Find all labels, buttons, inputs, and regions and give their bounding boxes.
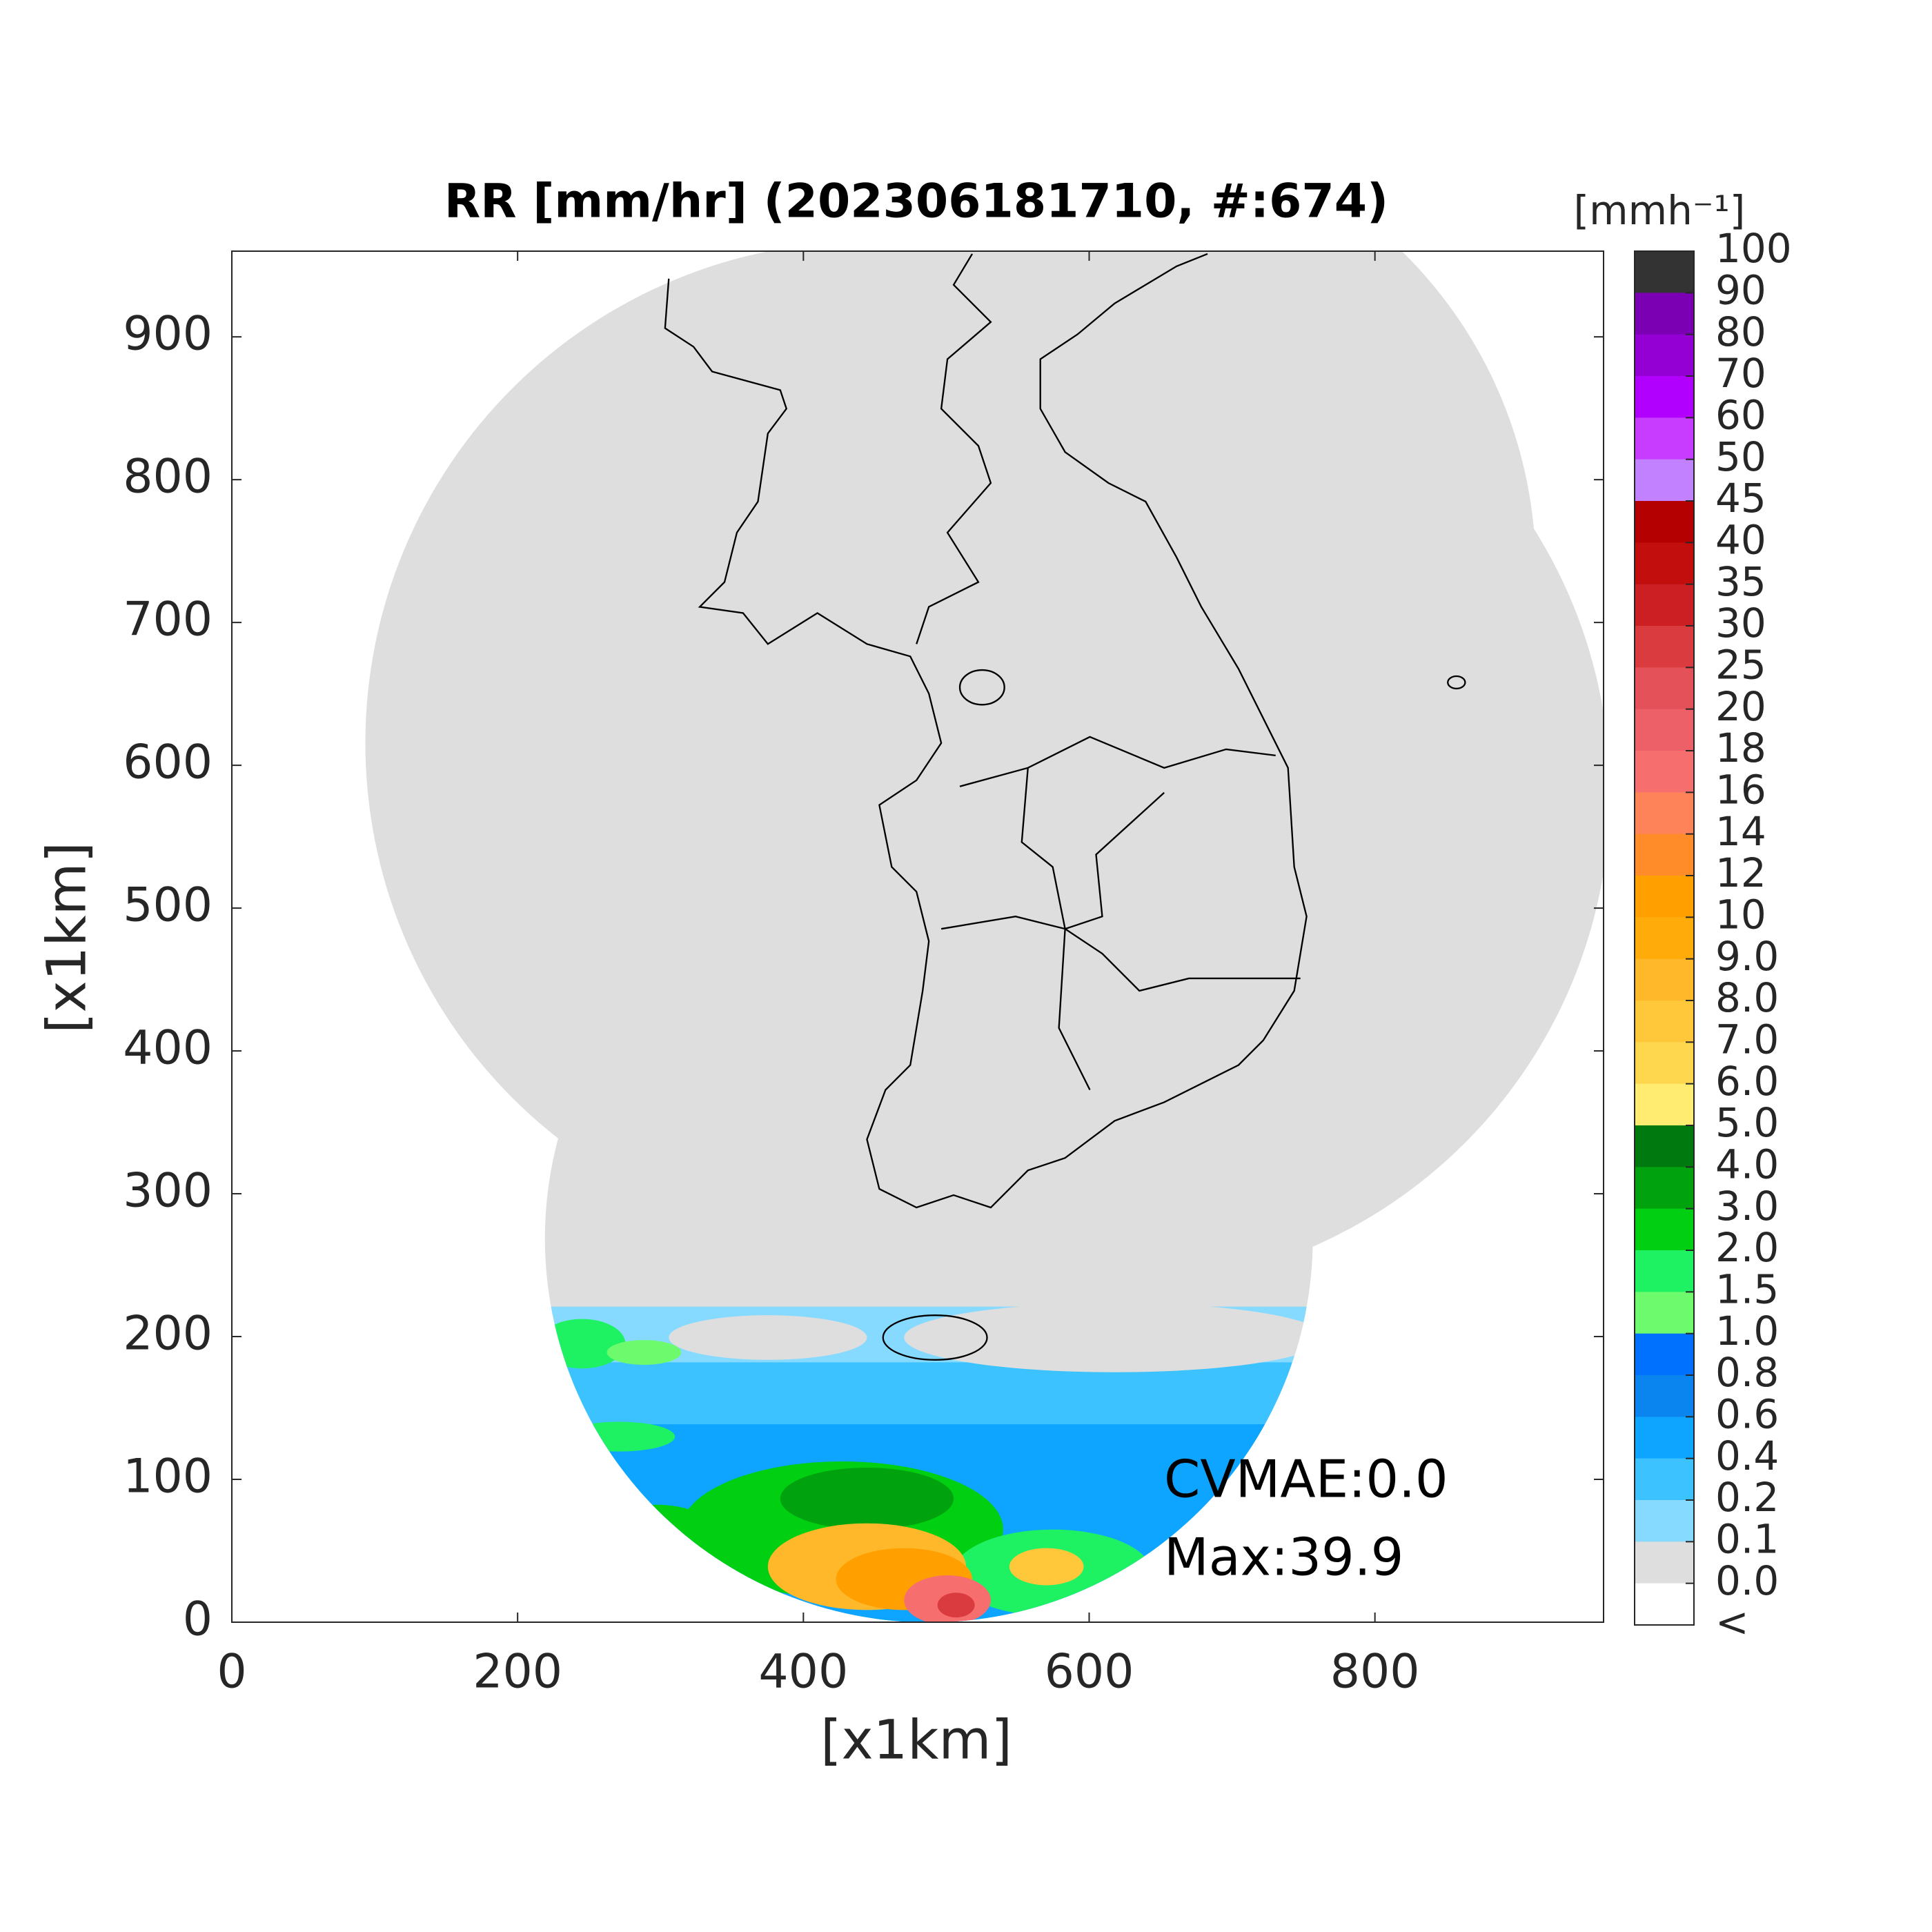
colorbar-segment (1635, 501, 1694, 543)
colorbar-tick-label: 0.1 (1715, 1515, 1779, 1562)
colorbar-segment (1635, 334, 1694, 377)
y-tick-label: 100 (123, 1450, 213, 1504)
colorbar-tick-label: 90 (1715, 266, 1766, 313)
colorbar-tick-label: 10 (1715, 891, 1766, 938)
colorbar-segment (1635, 542, 1694, 585)
axes-layer (231, 250, 1604, 1623)
x-tick-label: 800 (1330, 1645, 1420, 1699)
colorbar-segment (1635, 1458, 1694, 1501)
y-tick-label: 700 (123, 593, 213, 647)
colorbar-tick-label: 70 (1715, 350, 1766, 397)
colorbar-tick-label: 30 (1715, 600, 1766, 647)
colorbar-label: [mmh⁻¹] (1574, 187, 1746, 234)
y-tick-label: 400 (123, 1021, 213, 1076)
map-layer (365, 251, 1604, 1623)
colorbar-segment (1635, 1292, 1694, 1334)
colorbar-segment (1635, 958, 1694, 1001)
colorbar-segment (1635, 293, 1694, 335)
x-axis-label: [x1km] (820, 1709, 1012, 1771)
x-tick-label: 600 (1045, 1645, 1134, 1699)
y-tick-label: 500 (123, 878, 213, 933)
colorbar-tick-label: 50 (1715, 433, 1766, 480)
y-tick-label: 0 (183, 1593, 213, 1647)
colorbar-tick-label: 1.0 (1715, 1308, 1779, 1354)
colorbar-under-label: < (1715, 1599, 1749, 1646)
colorbar-tick-label: 3.0 (1715, 1183, 1779, 1230)
colorbar-tick-label: 0.0 (1715, 1557, 1779, 1604)
colorbar-tick-label: 16 (1715, 766, 1766, 813)
x-tick-label: 400 (758, 1645, 848, 1699)
colorbar-tick-label: 1.5 (1715, 1265, 1779, 1312)
colorbar-segment (1635, 1250, 1694, 1292)
colorbar-segment (1635, 917, 1694, 960)
colorbar-segment (1635, 834, 1694, 876)
y-tick-label: 600 (123, 736, 213, 790)
colorbar-tick-label: 20 (1715, 683, 1766, 730)
colorbar-segment (1635, 1167, 1694, 1210)
colorbar-tick-label: 0.2 (1715, 1474, 1779, 1521)
colorbar-tick-label: 4.0 (1715, 1141, 1779, 1187)
colorbar-tick-label: 18 (1715, 724, 1766, 771)
colorbar-segment (1635, 751, 1694, 793)
coastline (664, 253, 1466, 1361)
colorbar-segment (1635, 1375, 1694, 1417)
colorbar-segment (1635, 1208, 1694, 1251)
colorbar-frame (1634, 250, 1695, 1626)
colorbar-tick-label: 0.4 (1715, 1432, 1779, 1479)
colorbar-segment (1635, 376, 1694, 418)
annotation: CVMAE:0.0 (1164, 1449, 1448, 1510)
colorbar-tick-label: 80 (1715, 308, 1766, 355)
colorbar-tick-label: 6.0 (1715, 1058, 1779, 1105)
colorbar-segment (1635, 792, 1694, 835)
colorbar-tick-label: 2.0 (1715, 1224, 1779, 1271)
colorbar-segment (1635, 1333, 1694, 1376)
colorbar-segment (1635, 667, 1694, 710)
colorbar-tick-label: 12 (1715, 849, 1766, 896)
colorbar-tick-label: 8.0 (1715, 974, 1779, 1021)
colorbar-segment (1635, 417, 1694, 460)
colorbar-segment (1635, 1042, 1694, 1085)
colorbar-segment (1635, 876, 1694, 918)
colorbar-tick-label: 60 (1715, 391, 1766, 438)
colorbar-segment (1635, 459, 1694, 502)
colorbar-segment (1635, 1417, 1694, 1459)
colorbar-tick-label: 14 (1715, 808, 1766, 855)
y-tick-label: 800 (123, 450, 213, 504)
colorbar-tick-label: 35 (1715, 558, 1766, 605)
y-tick-label: 900 (123, 307, 213, 362)
annotation: Max:39.9 (1164, 1527, 1403, 1588)
x-tick-label: 0 (217, 1645, 246, 1699)
colorbar-tick-label: 0.8 (1715, 1349, 1779, 1396)
colorbar-tick-label: 5.0 (1715, 1099, 1779, 1146)
colorbar-under (1635, 1583, 1694, 1625)
plot-frame (231, 250, 1604, 1623)
colorbar-tick-label: 7.0 (1715, 1016, 1779, 1063)
y-tick-label: 300 (123, 1164, 213, 1219)
colorbar-tick-label: 45 (1715, 475, 1766, 522)
colorbar-segment (1635, 626, 1694, 668)
colorbar-segment (1635, 1000, 1694, 1043)
y-axis-label: [x1km] (36, 842, 98, 1034)
y-tick-label: 200 (123, 1307, 213, 1361)
colorbar-segment (1635, 1541, 1694, 1584)
colorbar-segment (1635, 1125, 1694, 1167)
colorbar-segment (1635, 251, 1694, 293)
chart-title: RR [mm/hr] (202306181710, #:674) (444, 175, 1388, 229)
colorbar-tick-label: 0.6 (1715, 1390, 1779, 1437)
x-tick-label: 200 (473, 1645, 562, 1699)
colorbar-tick-label: 9.0 (1715, 933, 1779, 980)
colorbar-segment (1635, 1500, 1694, 1542)
colorbar-segment (1635, 709, 1694, 751)
colorbar-segment (1635, 1083, 1694, 1126)
colorbar-tick-label: 100 (1715, 225, 1792, 272)
colorbar-tick-label: 25 (1715, 641, 1766, 688)
colorbar-segment (1635, 584, 1694, 627)
colorbar-tick-label: 40 (1715, 516, 1766, 563)
